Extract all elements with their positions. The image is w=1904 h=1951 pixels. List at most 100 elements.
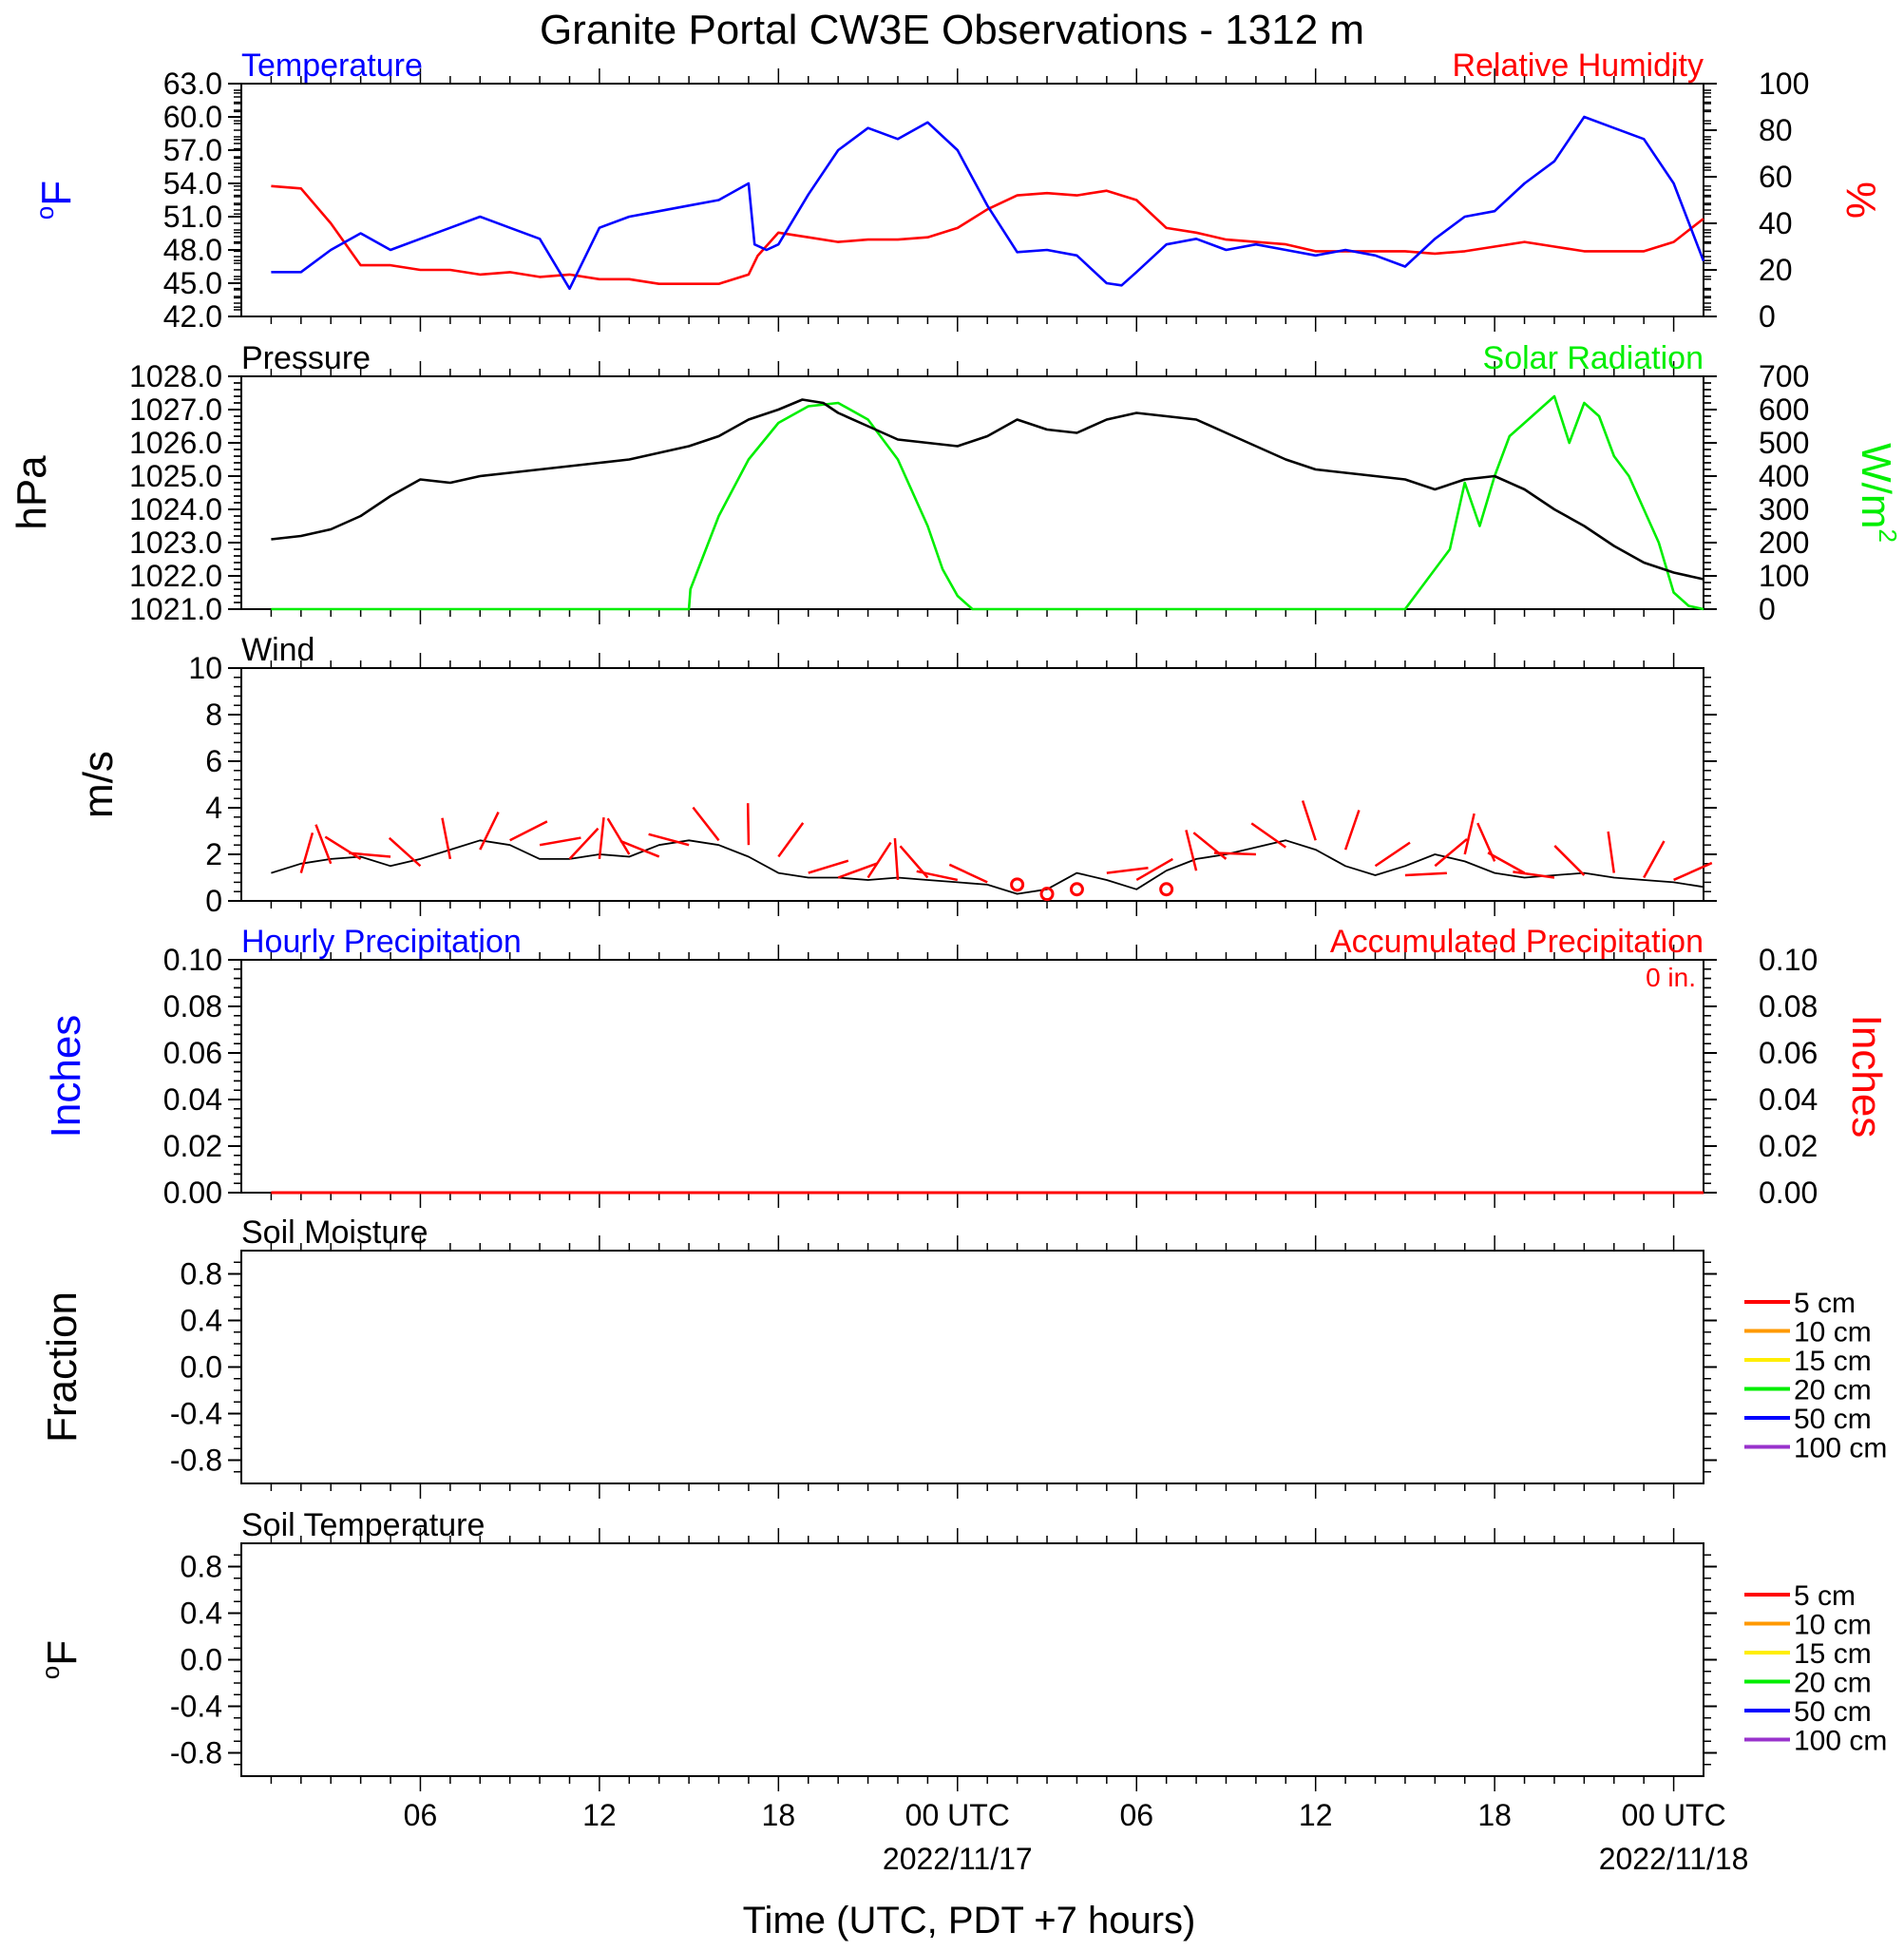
plot-area-soil-temperature <box>240 1542 1704 1777</box>
x-axis: 06 12 18 00 UTC 2022/11/17 06 12 18 00 UTC 2022/1… <box>404 1798 1749 1876</box>
pressure-solar-ytick-label-left: 1027.0 <box>129 392 222 427</box>
wind-barb <box>1185 830 1198 871</box>
wind-barb <box>1343 810 1361 851</box>
series-temperature <box>271 115 1705 291</box>
x-tick-label: 18 <box>1477 1798 1512 1832</box>
wind-barb <box>1404 871 1447 877</box>
pressure-solar-ytick-label-right: 200 <box>1759 526 1809 560</box>
series-relative-humidity <box>271 184 1704 285</box>
wind-barb <box>388 836 422 868</box>
soil-temperature-ytick-label: -0.8 <box>170 1736 222 1770</box>
wind-barb <box>606 817 631 855</box>
precip-ytick-label-left: 0.04 <box>163 1082 222 1117</box>
series-pressure <box>271 398 1704 581</box>
ylabel-left: oF <box>30 181 80 220</box>
wind-calm-marker <box>1010 877 1025 892</box>
wind-barb <box>1513 870 1555 879</box>
wind-barb <box>893 837 900 881</box>
wind-ytick-label-left: 10 <box>188 651 222 685</box>
x-tick-label: 18 <box>762 1798 796 1832</box>
wind-barb <box>509 820 548 842</box>
wind-barb <box>1106 866 1149 874</box>
wind-barb <box>441 817 452 860</box>
pressure-solar-ytick-label-right: 500 <box>1759 426 1809 460</box>
pressure-solar-ytick-label-left: 1022.0 <box>129 559 222 593</box>
wind-barb <box>1135 857 1173 882</box>
soil-temperature-ytick-label: -0.4 <box>170 1690 222 1724</box>
legend-label: 50 cm <box>1794 1696 1872 1728</box>
accumulated-total: 0 in. <box>1646 963 1696 992</box>
panel-precip: 0.00 0.02 0.04 0.06 0.08 0.10 0.00 0.02 0.04 0.06… <box>43 924 1890 1210</box>
legend-label: 15 cm <box>1794 1346 1872 1377</box>
plot-area-pressure-solar <box>240 375 1704 610</box>
legend-label: 100 cm <box>1794 1726 1887 1757</box>
ylabel-main: F <box>39 1640 86 1666</box>
precip-ytick-label-left: 0.00 <box>163 1176 222 1210</box>
plot-area-temp-rh <box>240 83 1704 317</box>
soil-moisture-ytick-label: 0.4 <box>181 1304 222 1338</box>
pressure-solar-ytick-label-left: 1025.0 <box>129 459 222 493</box>
soil-moisture-ytick-label: 0.0 <box>181 1350 222 1385</box>
panel-title: Soil Moisture <box>241 1215 428 1251</box>
ylabel-left-main: F <box>33 181 80 206</box>
pressure-solar-ytick-label-left: 1024.0 <box>129 492 222 526</box>
precip-ytick-label-right: 0.00 <box>1759 1176 1818 1210</box>
pressure-solar-ytick-label-right: 0 <box>1759 592 1776 626</box>
wind-barb <box>948 863 988 884</box>
panel-title-left: Temperature <box>241 48 423 84</box>
temp-rh-ytick-label-left: 45.0 <box>163 266 222 300</box>
wind-ytick-label-left: 8 <box>205 698 222 732</box>
wind-barb <box>539 836 581 847</box>
ylabel-sup: o <box>36 1666 65 1679</box>
wind-barb <box>648 832 690 847</box>
precip-ytick-label-left: 0.08 <box>163 989 222 1023</box>
soil-temperature-ytick-label: 0.8 <box>181 1550 222 1584</box>
temp-rh-ytick-label-right: 60 <box>1759 160 1793 194</box>
wind-barb <box>692 806 720 842</box>
wind-barb <box>479 812 500 851</box>
temp-rh-ytick-label-left: 51.0 <box>163 200 222 234</box>
x-tick-date: 2022/11/17 <box>883 1842 1033 1876</box>
wind-barb <box>349 851 391 858</box>
ylabel-right: Inches <box>1843 1015 1890 1138</box>
temp-rh-ytick-label-left: 63.0 <box>163 67 222 101</box>
wind-barb <box>746 803 751 846</box>
precip-ytick-label-left: 0.02 <box>163 1129 222 1163</box>
plot-area-soil-moisture <box>240 1250 1704 1484</box>
x-tick-label: 06 <box>1119 1798 1153 1832</box>
ylabel-right-sup: 2 <box>1874 528 1902 542</box>
precip-ytick-label-left: 0.06 <box>163 1036 222 1070</box>
temp-rh-ytick-label-left: 57.0 <box>163 133 222 167</box>
wind-ytick-label-left: 2 <box>205 837 222 871</box>
soil-temperature-ytick-label: 0.4 <box>181 1597 222 1631</box>
x-tick-label: 12 <box>582 1798 617 1832</box>
pressure-solar-ytick-label-right: 300 <box>1759 492 1809 526</box>
soil-temperature-ytick-label: 0.0 <box>181 1643 222 1677</box>
wind-barb <box>1250 822 1287 849</box>
legend-label: 20 cm <box>1794 1668 1872 1699</box>
pressure-solar-ytick-label-left: 1021.0 <box>129 592 222 626</box>
temp-rh-ytick-label-right: 100 <box>1759 67 1809 101</box>
wind-barb <box>568 827 600 860</box>
ylabel: m/s <box>75 751 122 818</box>
temp-rh-ytick-label-left: 60.0 <box>163 100 222 134</box>
precip-ytick-label-right: 0.08 <box>1759 989 1818 1023</box>
ylabel-right: W/m2 <box>1853 443 1902 543</box>
wind-barb <box>866 841 892 879</box>
x-tick-label: 06 <box>404 1798 438 1832</box>
ylabel-right: % <box>1837 182 1884 219</box>
wind-calm-marker <box>1159 882 1174 897</box>
panel-pressure-solar: 1021.01022.01023.01024.01025.01026.01027… <box>9 340 1902 626</box>
panel-wind: 0 2 4 6 8 10 Wind m/s <box>75 632 1717 918</box>
wind-barb <box>314 824 333 865</box>
legend-label: 5 cm <box>1794 1288 1856 1319</box>
series-wind-speed <box>271 839 1704 895</box>
wind-barb <box>808 859 849 874</box>
wind-calm-marker <box>1039 887 1055 902</box>
wind-barb <box>1553 845 1586 876</box>
panel-temp-rh: 42.045.048.051.054.057.060.063.0 0 20 40 60 8… <box>30 48 1884 334</box>
wind-ytick-label-left: 4 <box>205 791 222 825</box>
panel-title: Wind <box>241 632 314 668</box>
precip-ytick-label-right: 0.02 <box>1759 1129 1818 1163</box>
